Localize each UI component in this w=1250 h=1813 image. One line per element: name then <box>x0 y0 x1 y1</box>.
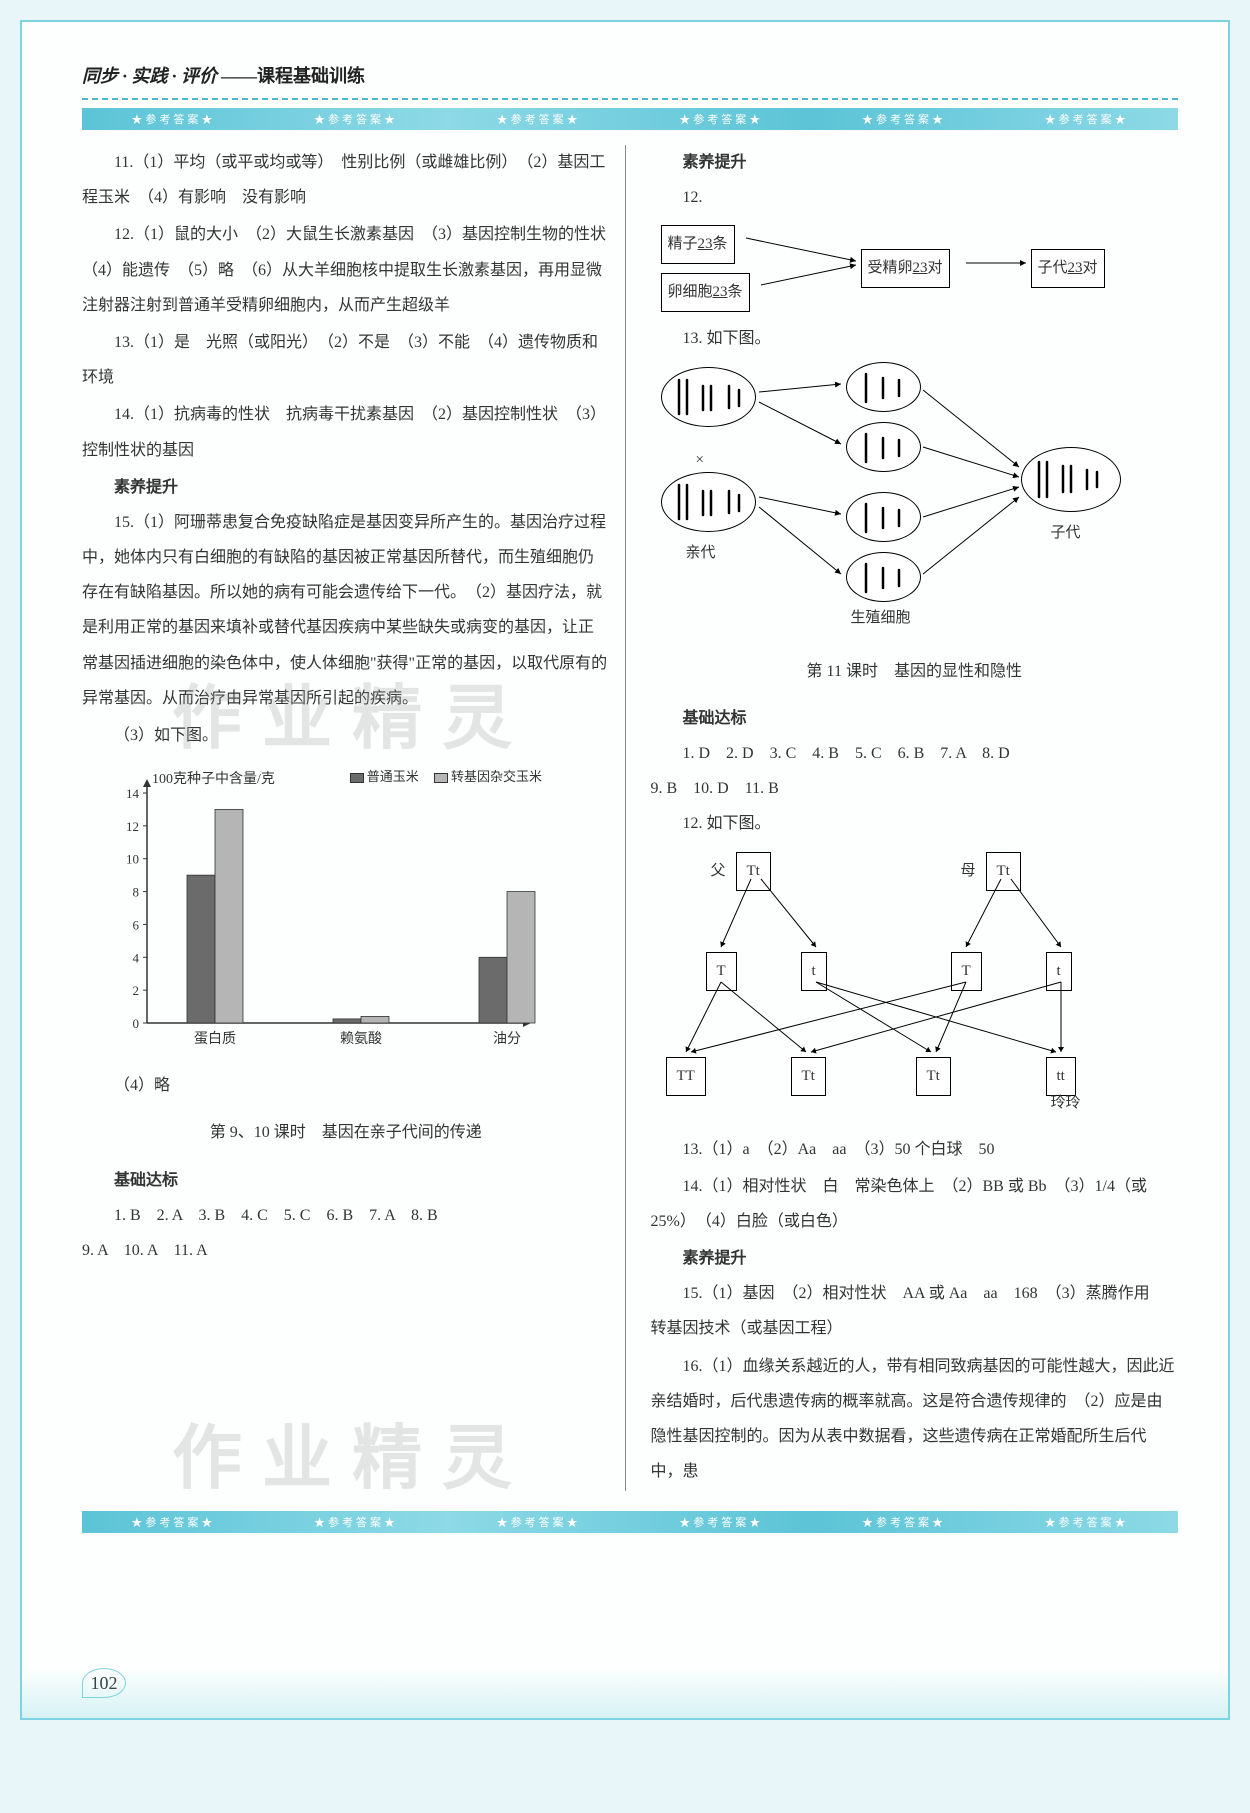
q15d-text: （4）略 <box>82 1068 610 1103</box>
lesson-11-title: 第 11 课时 基因的显性和隐性 <box>651 654 1179 689</box>
header-prefix: 同步 · 实践 · 评价 <box>82 66 217 86</box>
parent-label: 亲代 <box>686 537 716 570</box>
svg-text:赖氨酸: 赖氨酸 <box>340 1031 382 1047</box>
svg-text:12: 12 <box>126 819 139 834</box>
q13-label-r: 13. 如下图。 <box>651 321 1179 356</box>
svg-text:4: 4 <box>133 950 140 965</box>
answers-line2: 9. A 10. A 11. A <box>82 1233 610 1268</box>
q11-text: 11.（1）平均（或平或均或等） 性别比例（或雌雄比例） （2）基因工程玉米 （… <box>82 145 610 215</box>
q15c-text: （3）如下图。 <box>82 718 610 753</box>
chromosome-diagram: × 亲代 生殖细胞 子代 <box>651 362 1179 642</box>
q14-text: 14.（1）抗病毒的性状 抗病毒干扰素基因 （2）基因控制性状 （3）控制性状的… <box>82 397 610 467</box>
jichu-heading-r: 基础达标 <box>651 701 1179 736</box>
q14b-text: 14.（1）相对性状 白 常染色体上 （2）BB 或 Bb （3）1/4（或 2… <box>651 1169 1179 1239</box>
svg-text:0: 0 <box>133 1016 140 1031</box>
fertilization-flowchart: 精子23条 卵细胞23条 受精卵23对 子代23对 <box>661 223 1179 313</box>
q13b-text: 13.（1）a （2）Aa aa （3）50 个白球 50 <box>651 1132 1179 1167</box>
svg-text:2: 2 <box>133 983 140 998</box>
ans11-line2: 9. B 10. D 11. B <box>651 771 1179 806</box>
reference-banner: ★参考答案★ ★参考答案★ ★参考答案★ ★参考答案★ ★参考答案★ ★参考答案… <box>82 108 1178 130</box>
q12b-label: 12. 如下图。 <box>651 806 1179 841</box>
q15b-text: 15.（1）基因 （2）相对性状 AA 或 Aa aa 168 （3）蒸腾作用 … <box>651 1276 1179 1346</box>
svg-text:10: 10 <box>126 852 139 867</box>
chart-svg: 0 2 4 6 8 10 12 14 蛋白质 赖氨酸 油分 <box>92 763 562 1063</box>
right-column: 素养提升 12. 精子23条 卵细胞23条 受精卵23对 子代23对 13. 如… <box>646 145 1179 1491</box>
ans11-line1: 1. D 2. D 3. C 4. B 5. C 6. B 7. A 8. D <box>651 736 1179 771</box>
offspring-label: 子代 <box>1051 517 1081 550</box>
left-column: 11.（1）平均（或平或均或等） 性别比例（或雌雄比例） （2）基因工程玉米 （… <box>82 145 626 1491</box>
q12-label-r: 12. <box>651 180 1179 215</box>
corn-bar-chart: 100克种子中含量/克 普通玉米 转基因杂交玉米 02468101214蛋白质赖… <box>92 763 562 1063</box>
svg-text:6: 6 <box>133 918 140 933</box>
svg-text:14: 14 <box>126 786 140 801</box>
punnett-tree: 父 Tt 母 Tt T t T t TT Tt Tt tt 玲玲 <box>651 847 1179 1127</box>
q16-text: 16.（1）血缘关系越近的人，带有相同致病基因的可能性越大，因此近亲结婚时，后代… <box>651 1349 1179 1490</box>
answers-line1: 1. B 2. A 3. B 4. C 5. C 6. B 7. A 8. B <box>82 1198 610 1233</box>
gamete-label: 生殖细胞 <box>851 602 911 635</box>
q13-text: 13.（1）是 光照（或阳光） （2）不是 （3）不能 （4）遗传物质和环境 <box>82 325 610 395</box>
suyang-heading: 素养提升 <box>82 470 610 505</box>
page: 同步 · 实践 · 评价 ——课程基础训练 ★参考答案★ ★参考答案★ ★参考答… <box>20 20 1230 1720</box>
svg-text:8: 8 <box>133 885 140 900</box>
q15-text: 15.（1）阿珊蒂患复合免疫缺陷症是基因变异所产生的。基因治疗过程中，她体内只有… <box>82 505 610 716</box>
reference-banner-bottom: ★参考答案★ ★参考答案★ ★参考答案★ ★参考答案★ ★参考答案★ ★参考答案… <box>82 1511 1178 1533</box>
footer-decoration <box>22 1668 1228 1718</box>
lesson-910-title: 第 9、10 课时 基因在亲子代间的传递 <box>82 1115 610 1150</box>
page-header: 同步 · 实践 · 评价 ——课程基础训练 <box>82 62 1178 100</box>
svg-text:蛋白质: 蛋白质 <box>194 1031 236 1047</box>
header-suffix: ——课程基础训练 <box>221 66 365 86</box>
svg-text:油分: 油分 <box>493 1031 521 1047</box>
q12-text: 12.（1）鼠的大小 （2）大鼠生长激素基因 （3）基因控制生物的性状 （4）能… <box>82 217 610 323</box>
cross-label: × <box>696 444 704 477</box>
jichu-heading: 基础达标 <box>82 1163 610 1198</box>
suyang-heading-r: 素养提升 <box>651 145 1179 180</box>
two-column-layout: 11.（1）平均（或平或均或等） 性别比例（或雌雄比例） （2）基因工程玉米 （… <box>82 145 1178 1491</box>
suyang2-heading: 素养提升 <box>651 1241 1179 1276</box>
